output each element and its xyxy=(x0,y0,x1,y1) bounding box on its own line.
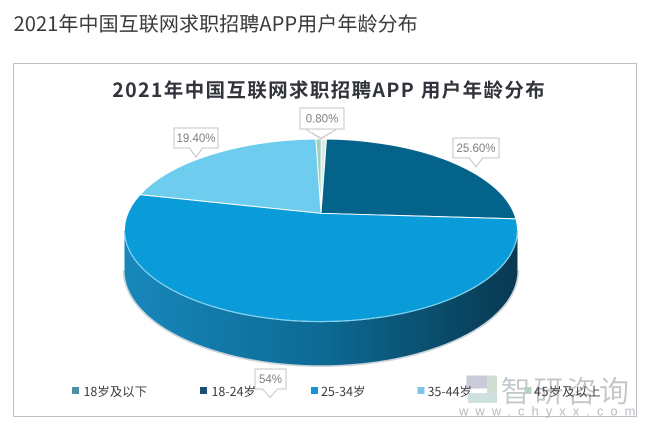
svg-text:www.chyxx.com: www.chyxx.com xyxy=(458,404,642,419)
svg-text:19.40%: 19.40% xyxy=(176,133,215,145)
svg-text:25.60%: 25.60% xyxy=(456,143,495,155)
svg-text:0.80%: 0.80% xyxy=(306,114,339,126)
svg-text:54%: 54% xyxy=(259,374,282,386)
